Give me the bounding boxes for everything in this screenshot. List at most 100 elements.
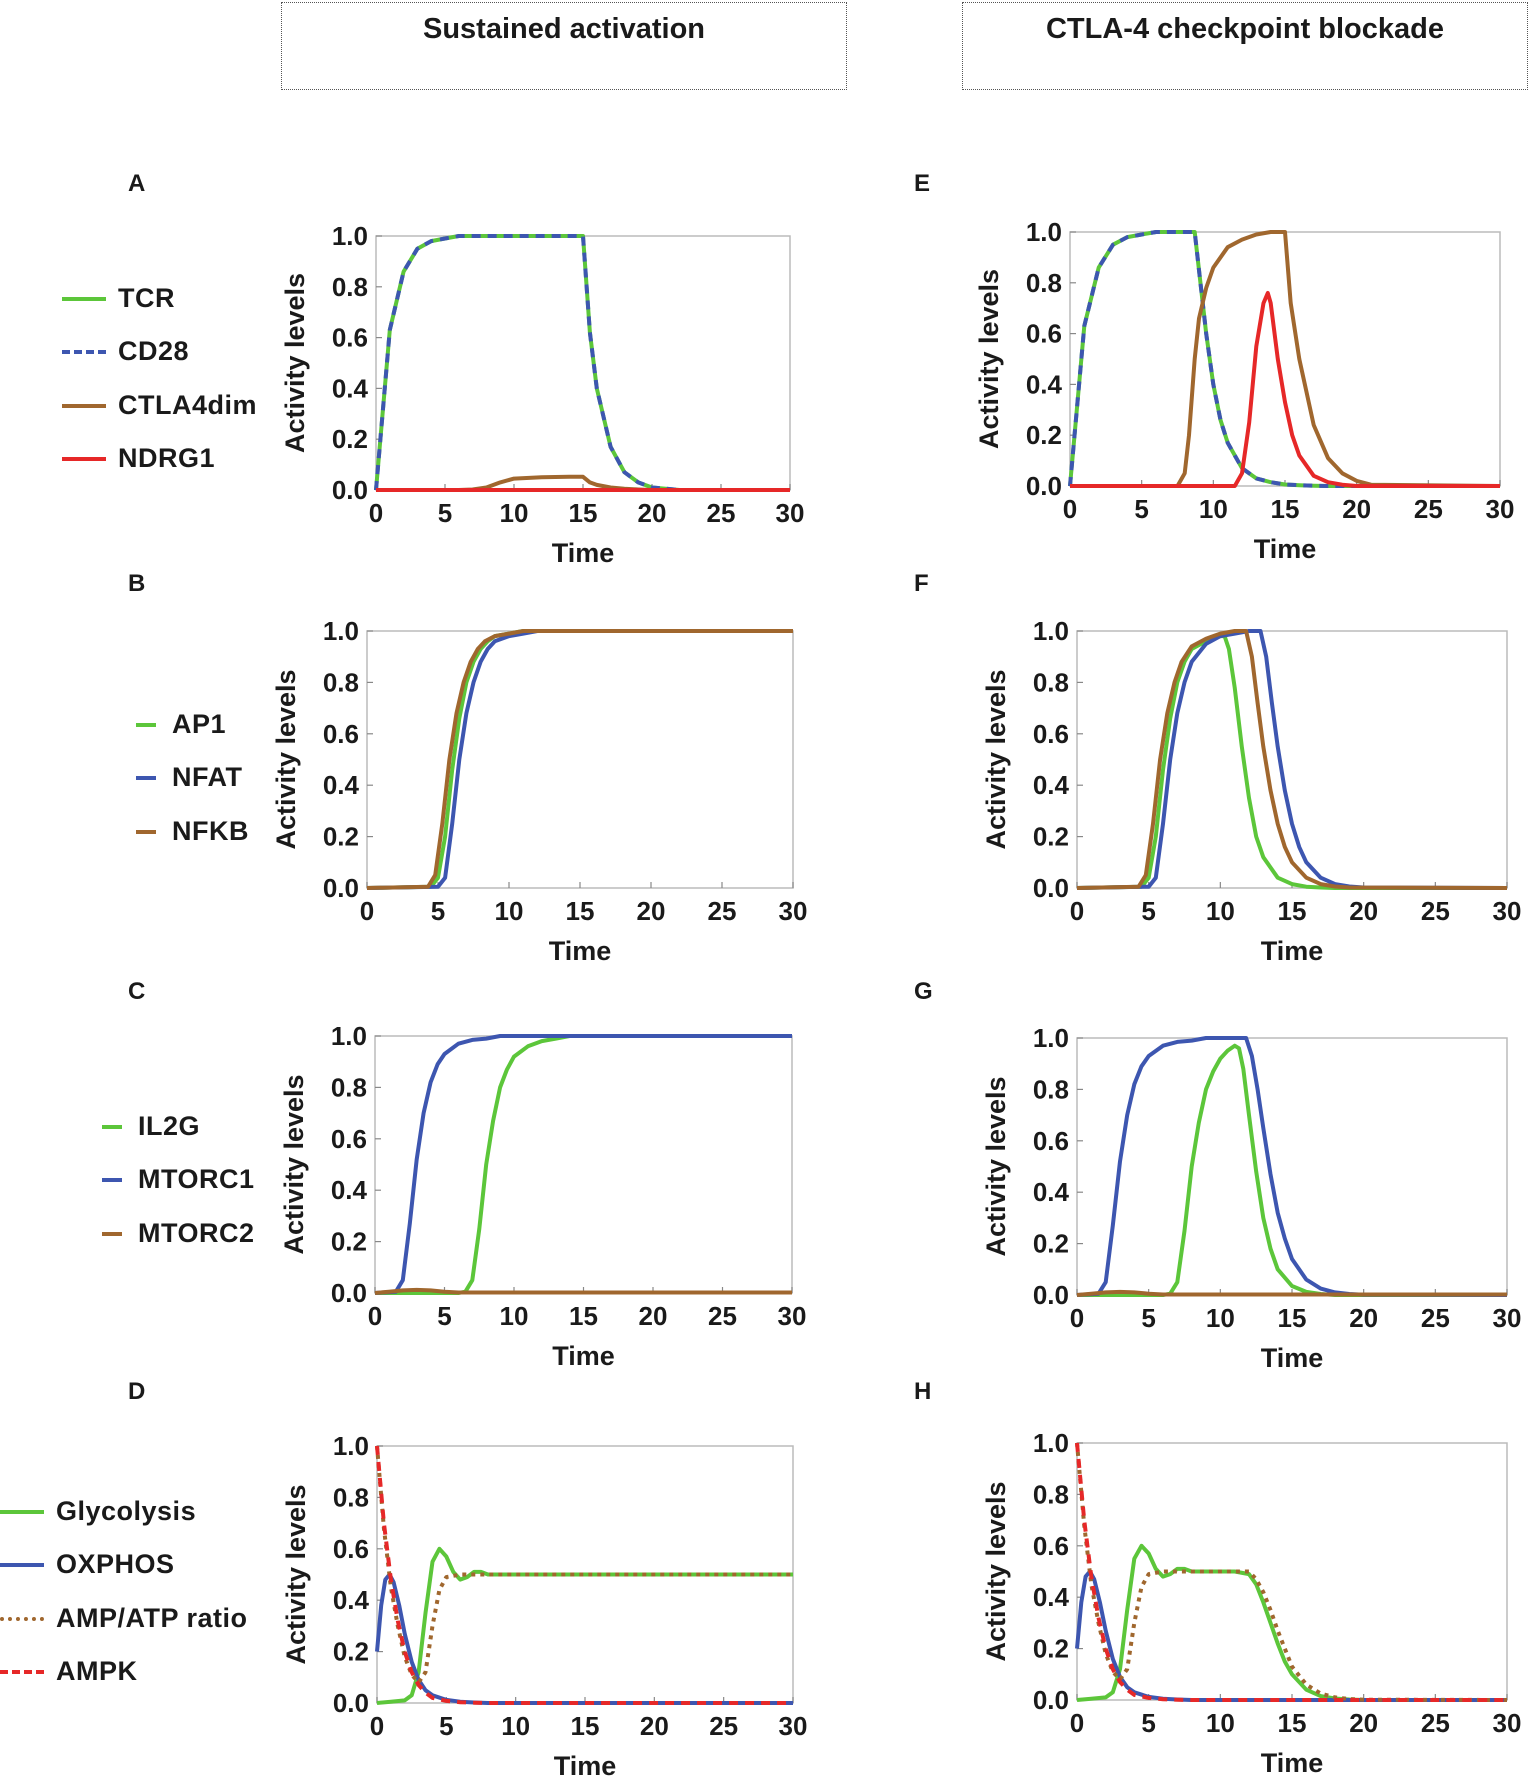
panel-letter: H [914,1378,932,1405]
series-line-glycolysis [1076,1543,1507,1702]
plot-frame [374,1035,793,1294]
series-line-tcr [374,234,790,492]
series-line-nfkb [1076,629,1508,890]
y-tick-label: 1.0 [332,221,368,251]
y-axis-title: Activity levels [281,1484,311,1664]
series-line-il2g [1077,1043,1507,1297]
y-tick-label: 0.2 [323,822,359,852]
x-tick-label: 5 [439,1711,453,1741]
x-tick-label: 20 [638,498,667,528]
legend-swatch [102,1178,122,1182]
legend-swatch [102,1232,122,1236]
legend-label: NFAT [172,762,243,792]
x-axis-title: Time [554,1751,617,1781]
y-tick-label: 0.8 [1026,268,1062,298]
x-tick-label: 25 [709,1711,738,1741]
x-tick-label: 20 [1342,494,1371,524]
x-tick-label: 25 [1421,896,1450,926]
plot-frame [375,235,791,491]
plot-frame [1069,231,1501,487]
x-tick-label: 20 [1349,896,1378,926]
y-tick-label: 0.2 [1033,1229,1069,1259]
plot-frame [1076,1442,1508,1701]
y-tick-label: 0.4 [1033,770,1070,800]
y-tick-label: 0.6 [332,323,368,353]
y-tick-label: 0.0 [1033,1685,1069,1715]
y-tick-label: 0.8 [323,667,359,697]
x-tick-label: 25 [1414,494,1443,524]
x-tick-label: 0 [1070,896,1084,926]
legend-label: AP1 [172,709,227,739]
legend-swatch [0,1670,44,1674]
x-tick-label: 0 [370,1711,384,1741]
x-tick-label: 10 [1206,896,1235,926]
y-tick-label: 0.0 [1026,471,1062,501]
y-tick-label: 0.8 [331,1072,367,1102]
y-tick-label: 0.4 [333,1585,370,1615]
x-tick-label: 0 [1070,1708,1084,1738]
y-tick-label: 1.0 [1033,1428,1069,1458]
y-tick-label: 1.0 [1026,217,1062,247]
y-tick-label: 1.0 [333,1431,369,1461]
legend-label: OXPHOS [56,1549,175,1579]
x-tick-label: 10 [501,1711,530,1741]
series-line-nfat [366,629,793,890]
legend-swatch [62,404,106,408]
y-tick-label: 0.6 [1033,1126,1069,1156]
x-axis-title: Time [552,538,615,568]
x-tick-label: 30 [776,498,805,528]
series-line-ampk [1075,1442,1507,1702]
series-line-mtorc1 [374,1034,792,1295]
y-tick-label: 0.6 [331,1124,367,1154]
x-tick-label: 5 [437,1301,451,1331]
y-tick-label: 0.6 [333,1534,369,1564]
series-line-mtorc1 [1076,1036,1508,1297]
y-tick-label: 0.0 [333,1688,369,1718]
x-tick-label: 30 [1486,494,1515,524]
y-tick-label: 0.2 [333,1637,369,1667]
x-tick-label: 30 [779,1711,808,1741]
panel-letter: G [914,978,933,1005]
x-tick-label: 15 [571,1711,600,1741]
x-tick-label: 5 [431,896,445,926]
x-tick-label: 10 [1206,1303,1235,1333]
x-tick-label: 5 [1134,494,1148,524]
x-tick-label: 0 [368,1301,382,1331]
x-tick-label: 5 [1141,1708,1155,1738]
y-tick-label: 0.8 [332,272,368,302]
series-line-mtorc2 [374,1287,792,1295]
series-line-oxphos [375,1572,793,1705]
x-axis-title: Time [552,1341,615,1371]
series-line-cd28 [374,234,790,492]
series-line-il2g [375,1034,792,1295]
panel-letter: C [128,978,146,1005]
legend-label: CD28 [118,336,190,366]
x-tick-label: 15 [569,1301,598,1331]
legend-swatch [136,776,156,780]
x-tick-label: 15 [1278,1708,1307,1738]
y-tick-label: 0.2 [1033,822,1069,852]
x-tick-label: 10 [500,1301,529,1331]
panel-letter: A [128,170,146,197]
legend-swatch [136,723,156,727]
legend-swatch [62,457,106,461]
legend-label: AMP/ATP ratio [56,1603,248,1633]
y-tick-label: 0.6 [323,719,359,749]
x-tick-label: 0 [1063,494,1077,524]
y-tick-label: 0.0 [331,1278,367,1308]
plot-frame [376,1445,794,1704]
y-tick-label: 0.8 [1033,1074,1069,1104]
x-tick-label: 0 [360,896,374,926]
y-tick-label: 1.0 [1033,1023,1069,1053]
series-line-tcr [1068,230,1500,488]
x-tick-label: 10 [500,498,529,528]
legend-label: NFKB [172,816,249,846]
x-tick-label: 10 [495,896,524,926]
y-tick-label: 0.0 [1033,873,1069,903]
y-axis-title: Activity levels [279,1074,309,1254]
